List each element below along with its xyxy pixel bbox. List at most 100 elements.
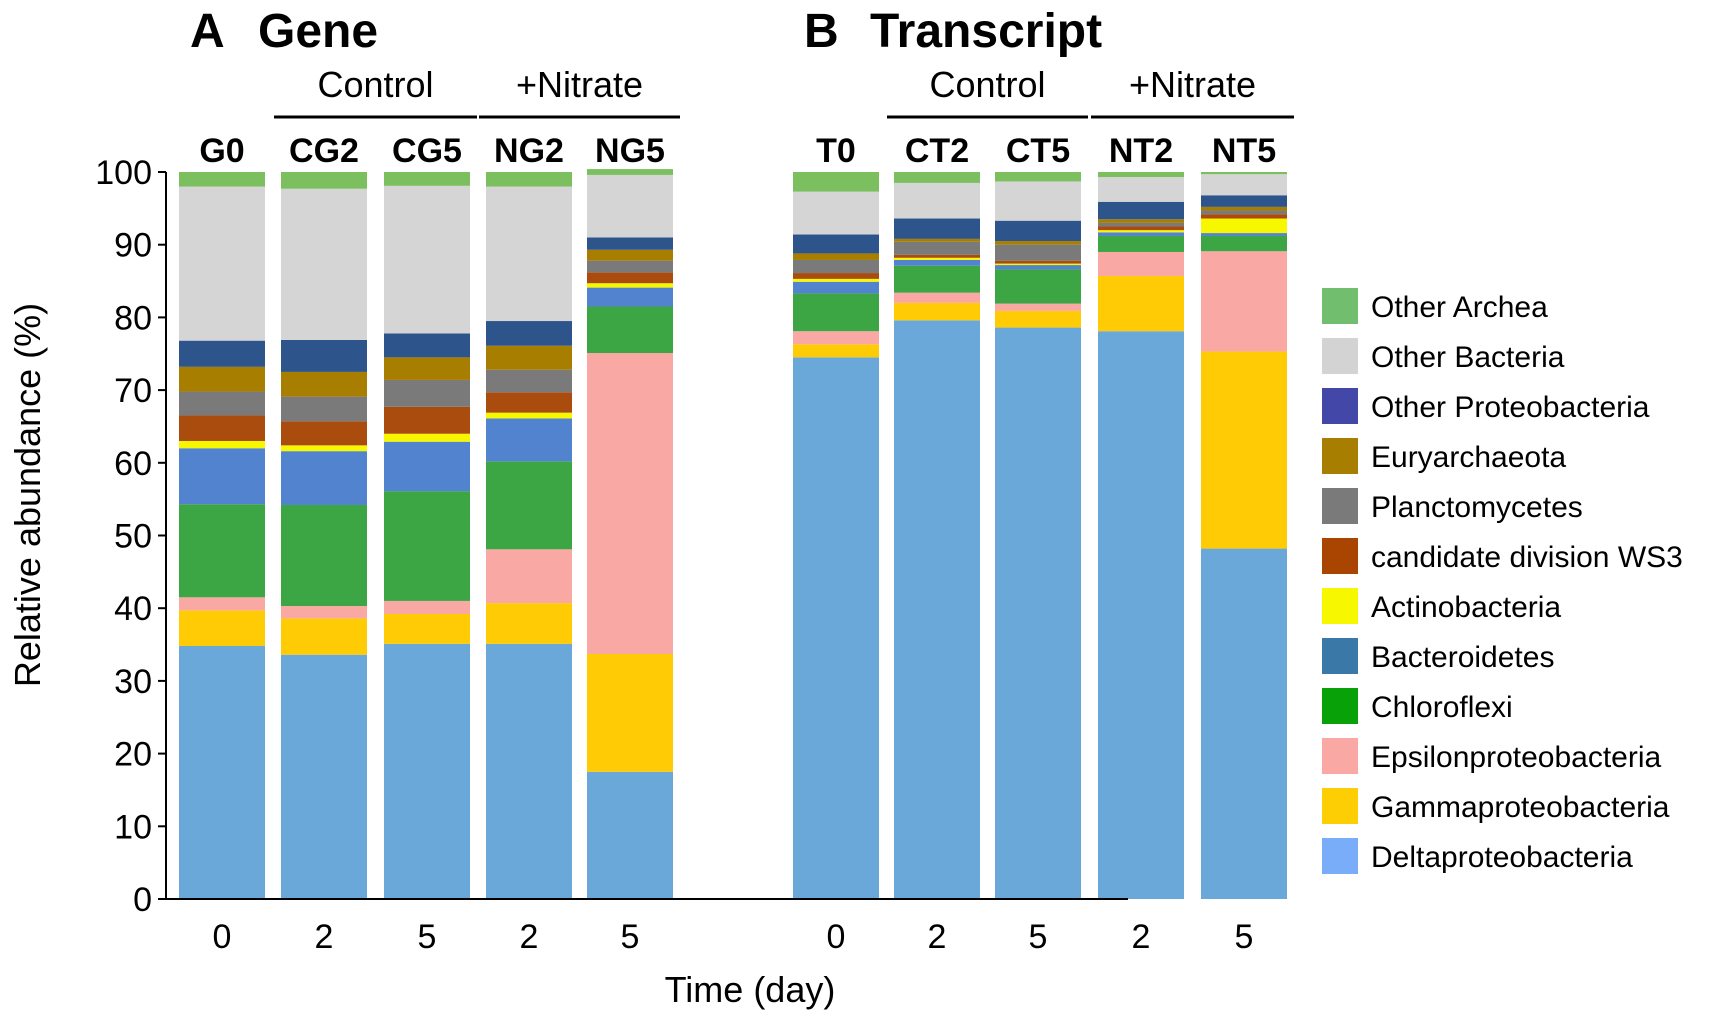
legend: Other Archea Other Bacteria Other Proteoba…	[1322, 288, 1683, 874]
legend-swatch-2	[1322, 388, 1358, 424]
bar-segment-NG2-4	[486, 418, 572, 462]
bar-segment-CG2-7	[281, 396, 367, 422]
y-tick-label-90: 90	[114, 227, 152, 265]
bar-segment-CT2-7	[894, 241, 980, 255]
bar-segment-NG2-0	[486, 643, 572, 899]
bar-segment-G0-0	[179, 646, 265, 899]
legend-label-11: Deltaproteobacteria	[1371, 841, 1633, 874]
bar-segment-NG5-2	[587, 353, 673, 655]
bar-segment-CT2-11	[894, 172, 980, 183]
bar-segment-CG5-11	[384, 172, 470, 186]
bar-segment-G0-5	[179, 440, 265, 449]
bar-segment-CG5-1	[384, 614, 470, 644]
panel-a-letter: A	[190, 5, 225, 58]
legend-swatch-5	[1322, 538, 1358, 574]
bar-segment-G0-7	[179, 391, 265, 416]
bar-segment-NG5-10	[587, 174, 673, 238]
x-tick-label-CG5: 5	[418, 918, 437, 956]
bar-segment-NG5-7	[587, 260, 673, 273]
bar-segment-NG2-9	[486, 321, 572, 346]
legend-label-0: Other Archea	[1371, 291, 1548, 324]
bar-segment-CG2-6	[281, 421, 367, 446]
legend-swatch-11	[1322, 838, 1358, 874]
legend-swatch-3	[1322, 438, 1358, 474]
bar-segment-T0-9	[793, 234, 879, 254]
bar-segment-T0-1	[793, 344, 879, 358]
bar-segment-NG5-4	[587, 287, 673, 307]
bar-label-CG5: CG5	[392, 132, 462, 170]
legend-label-7: Bacteroidetes	[1371, 641, 1554, 674]
bar-segment-CT5-11	[995, 172, 1081, 182]
bar-label-NG5: NG5	[595, 132, 665, 170]
x-tick-label-CG2: 2	[315, 918, 334, 956]
bar-segment-CG5-7	[384, 379, 470, 407]
bar-segment-NG2-11	[486, 172, 572, 187]
x-tick-label-G0: 0	[213, 918, 232, 956]
bar-segment-NT5-7	[1201, 210, 1287, 215]
bar-segment-G0-11	[179, 172, 265, 187]
legend-swatch-9	[1322, 738, 1358, 774]
bar-segment-CT2-6	[894, 254, 980, 258]
bar-segment-CG2-10	[281, 188, 367, 340]
panel-b-letter: B	[804, 5, 839, 58]
bar-segment-T0-4	[793, 281, 879, 294]
bar-segment-NG5-6	[587, 272, 673, 284]
plot-area: G0 0 CG2 2 CG5 5 NG2 2 NG5 5 Control +Nitrate T0 0 CT2…	[95, 64, 1294, 956]
legend-swatch-8	[1322, 688, 1358, 724]
bar-segment-CG2-0	[281, 654, 367, 899]
bar-segment-CG5-6	[384, 406, 470, 434]
x-tick-label-NG5: 5	[621, 918, 640, 956]
bar-segment-CG2-4	[281, 451, 367, 505]
bar-segment-NG2-8	[486, 345, 572, 370]
bar-segment-CT2-9	[894, 218, 980, 239]
bar-segment-CG5-10	[384, 185, 470, 334]
bar-label-CG2: CG2	[289, 132, 359, 170]
bar-segment-CT2-1	[894, 302, 980, 321]
x-axis-title: Time (day)	[665, 969, 836, 1010]
bar-segment-CG2-8	[281, 371, 367, 397]
bar-segment-NT2-11	[1098, 172, 1184, 178]
group-label-B-+Nitrate: +Nitrate	[1129, 64, 1256, 105]
bar-segment-CT5-2	[995, 303, 1081, 311]
bar-segment-CG5-9	[384, 333, 470, 358]
bar-segment-NT5-4	[1201, 233, 1287, 236]
bar-segment-T0-5	[793, 278, 879, 282]
legend-label-4: Planctomycetes	[1371, 491, 1583, 524]
bar-segment-NG5-11	[587, 169, 673, 175]
y-tick-label-50: 50	[114, 518, 152, 556]
bar-segment-CG2-3	[281, 504, 367, 607]
legend-label-6: Actinobacteria	[1371, 591, 1561, 624]
legend-label-3: Euryarchaeota	[1371, 441, 1566, 474]
x-tick-label-CT5: 5	[1029, 918, 1048, 956]
bar-segment-NG2-3	[486, 461, 572, 550]
bar-segment-NG5-9	[587, 237, 673, 250]
bar-segment-CG2-5	[281, 445, 367, 452]
bar-segment-CT2-3	[894, 265, 980, 293]
bar-segment-G0-3	[179, 504, 265, 598]
bar-segment-NT5-10	[1201, 174, 1287, 196]
bar-segment-NG5-5	[587, 283, 673, 288]
legend-label-9: Epsilonproteobacteria	[1371, 741, 1662, 774]
bar-segment-CT2-4	[894, 259, 980, 266]
legend-label-1: Other Bacteria	[1371, 341, 1565, 374]
bar-segment-NG2-1	[486, 603, 572, 644]
bar-segment-NT5-1	[1201, 351, 1287, 549]
y-tick-label-70: 70	[114, 372, 152, 410]
panel-b-title: Transcript	[870, 5, 1102, 58]
y-tick-label-20: 20	[114, 736, 152, 774]
bar-segment-NT2-10	[1098, 177, 1184, 202]
y-tick-label-10: 10	[114, 808, 152, 846]
bar-segment-T0-10	[793, 191, 879, 235]
bar-label-T0: T0	[816, 132, 856, 170]
legend-swatch-6	[1322, 588, 1358, 624]
bar-segment-NG2-5	[486, 412, 572, 419]
bar-segment-CG2-2	[281, 606, 367, 619]
bar-label-NG2: NG2	[494, 132, 564, 170]
group-label-A-+Nitrate: +Nitrate	[516, 64, 643, 105]
legend-label-10: Gammaproteobacteria	[1371, 791, 1670, 824]
bar-segment-T0-0	[793, 357, 879, 899]
x-tick-label-NG2: 2	[520, 918, 539, 956]
bar-segment-NT2-2	[1098, 251, 1184, 276]
bar-label-NT5: NT5	[1212, 132, 1276, 170]
bar-segment-NG5-3	[587, 306, 673, 354]
